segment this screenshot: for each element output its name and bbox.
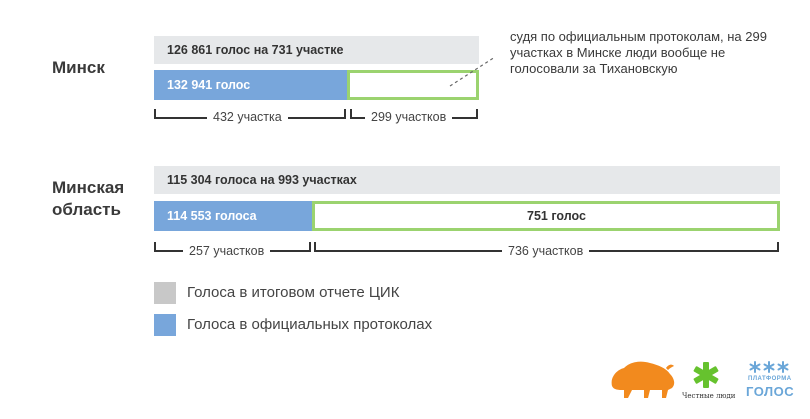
legend-swatch-protocols (154, 314, 176, 336)
minsk-zero-votes-outline (347, 70, 479, 100)
honest-people-logo-icon (693, 362, 719, 388)
legend-label-cik: Голоса в итоговом отчете ЦИК (187, 284, 400, 301)
golos-logo-main-text: ГОЛОС (746, 384, 795, 399)
legend-swatch-cik (154, 282, 176, 304)
oblast-protocol-bar (154, 201, 313, 231)
honest-people-logo-caption: Честные люди (682, 392, 736, 400)
region-label-minsk-oblast: Минская область (52, 178, 125, 219)
minsk-protocol-bar-label: 132 941 голос (167, 78, 251, 92)
minsk-cik-bar-label: 126 861 голос на 731 участке (167, 43, 344, 57)
golos-logo-top-text: ПЛАТФОРМА (748, 376, 792, 382)
oblast-outline-bar-label: 751 голос (527, 209, 586, 223)
bison-logo-icon (611, 361, 675, 398)
region-label-minsk: Минск (52, 58, 105, 77)
oblast-outline-bar (312, 201, 780, 231)
minsk-protocol-bar (154, 70, 348, 100)
legend-label-protocols: Голоса в официальных протоколах (187, 316, 433, 333)
minsk-bracket-432-label: 432 участка (207, 110, 288, 124)
oblast-bracket-736-label: 736 участков (502, 244, 590, 258)
golos-logo-stars-icon (749, 361, 789, 373)
minsk-bracket-299-label: 299 участков (365, 110, 453, 124)
oblast-protocol-bar-label: 114 553 голоса (167, 209, 257, 223)
oblast-bracket-257-label: 257 участков (183, 244, 271, 258)
annotation-leader-line (449, 56, 496, 87)
oblast-cik-bar (154, 166, 780, 194)
oblast-cik-bar-label: 115 304 голоса на 993 участках (167, 173, 357, 187)
minsk-cik-bar (154, 36, 479, 64)
annotation-text: судя по официальным протоколам, на 299 у… (510, 29, 767, 76)
